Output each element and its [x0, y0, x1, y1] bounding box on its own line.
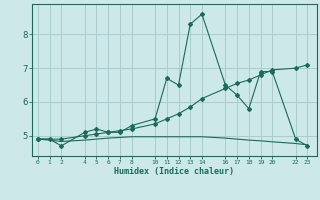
X-axis label: Humidex (Indice chaleur): Humidex (Indice chaleur) — [115, 167, 234, 176]
